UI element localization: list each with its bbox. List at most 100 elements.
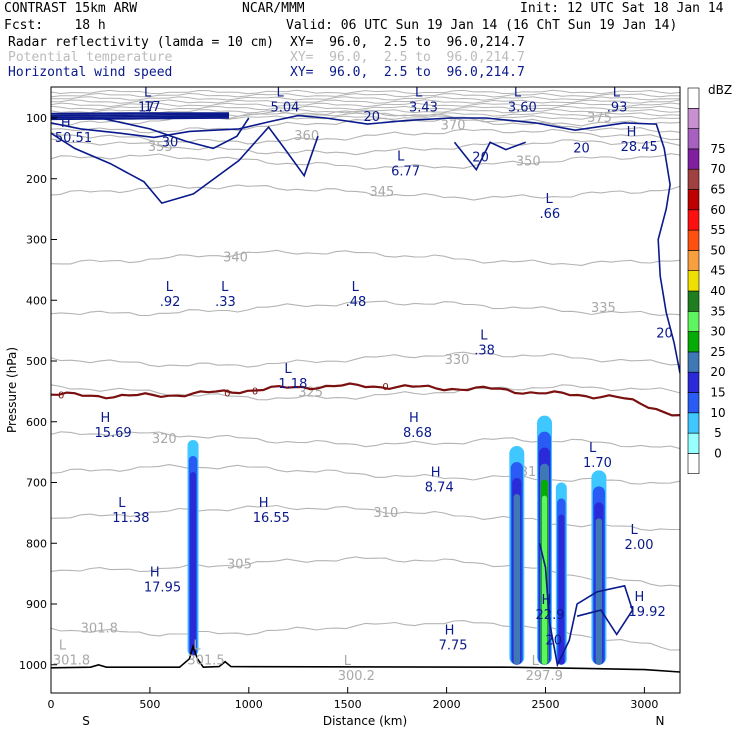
extremum-value: 1.70 [583, 456, 612, 471]
theta-upper-contour [51, 102, 680, 108]
extremum-value: 3.60 [508, 101, 537, 116]
extremum-value: .48 [346, 295, 367, 310]
colorbar-tick-label: 15 [710, 386, 725, 400]
colorbar-swatch [687, 290, 700, 312]
colorbar-tick-label: 65 [710, 183, 725, 197]
y-tick-label: 400 [26, 294, 47, 307]
colorbar-swatch [687, 168, 700, 190]
x-tick-label: 2500 [531, 698, 559, 711]
extremum-marker-h: H [431, 465, 441, 480]
zero-isotherm-label: 0 [58, 390, 64, 401]
zero-isotherm-label: 0 [252, 386, 258, 397]
extremum-value: 7.75 [439, 638, 468, 653]
extremum-marker-h: H [259, 496, 269, 511]
reflectivity-cell-4-band-15 [558, 514, 565, 665]
colorbar-tick-label: 10 [710, 406, 725, 420]
extremum-marker-h: H [627, 125, 637, 140]
wind-core-contour [51, 117, 230, 121]
extremum-value: 22.9 [536, 608, 565, 623]
extremum-marker-h: H [445, 623, 455, 638]
x-tick-label: 1500 [334, 698, 362, 711]
extremum-marker-l: L [59, 639, 67, 654]
field-3-xy: XY= 96.0, 2.5 to 96.0,214.7 [290, 65, 525, 80]
theta-label-305: 305 [227, 558, 252, 573]
theta-label-370: 370 [441, 118, 466, 133]
zero-isotherm-label: 0 [224, 388, 230, 399]
extremum-marker-l: L [166, 280, 174, 295]
extremum-marker-h: H [542, 593, 552, 608]
extremum-value: 17.95 [144, 581, 181, 596]
theta-label-375: 375 [587, 111, 612, 126]
colorbar-swatch [687, 209, 700, 231]
theta-contour-305 [51, 556, 680, 587]
extremum-value: 11.38 [112, 511, 149, 526]
colorbar-tick-label: 25 [710, 345, 725, 359]
y-tick-label: 100 [26, 112, 47, 125]
colorbar-tick-label: 60 [710, 203, 725, 217]
extremum-marker-l: L [532, 654, 540, 669]
extremum-marker-h: H [100, 411, 110, 426]
theta-label-310: 310 [373, 506, 398, 521]
x-tick-label: 1000 [235, 698, 263, 711]
y-tick-label: 500 [26, 355, 47, 368]
colorbar-swatch [687, 412, 700, 434]
wind-contour-20-mid [453, 141, 526, 172]
theta-contour-320 [51, 431, 680, 450]
reflectivity-cell-1-band-15 [190, 471, 197, 656]
extremum-value: 15.69 [94, 426, 131, 441]
theta-contour-325 [51, 384, 680, 401]
extremum-value: 2.00 [625, 538, 654, 553]
y-tick-label: 200 [26, 173, 47, 186]
colorbar-units: dBZ [708, 83, 732, 97]
colorbar-swatch [687, 229, 700, 251]
extremum-marker-h: H [61, 116, 71, 131]
wind-contour-label: 20 [545, 633, 562, 648]
theta-label-355: 355 [148, 140, 173, 155]
theta-label-335: 335 [591, 301, 616, 316]
south-end-label: S [82, 714, 90, 728]
extremum-marker-l: L [613, 86, 621, 101]
field-2-name: Potential temperature [8, 50, 173, 65]
colorbar-tick-label: 35 [710, 304, 725, 318]
extremum-marker-l: L [589, 441, 597, 456]
forecast-hour: Fcst: 18 h [4, 18, 106, 33]
extremum-marker-l: L [397, 150, 405, 165]
init-time: Init: 12 UTC Sat 18 Jan 14 [520, 1, 724, 16]
colorbar-swatch [687, 351, 700, 373]
theta-upper-contour [51, 96, 680, 101]
reflectivity-cell-2-band-20 [513, 494, 521, 665]
extremum-value: 3.43 [409, 101, 438, 116]
colorbar-swatch [687, 432, 700, 454]
extremum-value: 301.8 [53, 654, 90, 669]
extremum-marker-h: H [409, 411, 419, 426]
y-tick-label: 900 [26, 598, 47, 611]
extremum-value: 50.51 [55, 131, 92, 146]
extremum-value: 28.45 [621, 140, 658, 155]
wind-contour-label: 20 [573, 141, 590, 156]
theta-contour-345 [51, 184, 680, 201]
valid-time: Valid: 06 UTC Sun 19 Jan 14 (16 ChT Sun … [286, 18, 678, 33]
theta-contour-350 [51, 153, 680, 170]
x-tick-label: 3000 [630, 698, 658, 711]
colorbar-tick-label: 40 [710, 284, 725, 298]
extremum-marker-l: L [352, 280, 360, 295]
field-2-xy: XY= 96.0, 2.5 to 96.0,214.7 [290, 50, 525, 65]
y-tick-label: 300 [26, 234, 47, 247]
x-tick-label: 2000 [433, 698, 461, 711]
x-axis-title: Distance (km) [323, 714, 407, 728]
colorbar-tick-label: 45 [710, 264, 725, 278]
colorbar-tick-label: 70 [710, 162, 725, 176]
extremum-marker-h: H [635, 590, 645, 605]
extremum-value: .38 [474, 344, 495, 359]
plot-header: CONTRAST 15km ARW NCAR/MMM Init: 12 UTC … [0, 0, 740, 86]
theta-contour-335 [51, 300, 680, 317]
colorbar-swatch [687, 128, 700, 150]
terrain-surface-line [51, 643, 680, 673]
extremum-marker-h: H [150, 566, 160, 581]
theta-label-350: 350 [516, 155, 541, 170]
theta-upper-contour [51, 99, 680, 104]
wind-contour-label: 17 [144, 100, 161, 115]
theta-contour-340 [51, 249, 680, 266]
theta-contour-330 [51, 351, 680, 368]
